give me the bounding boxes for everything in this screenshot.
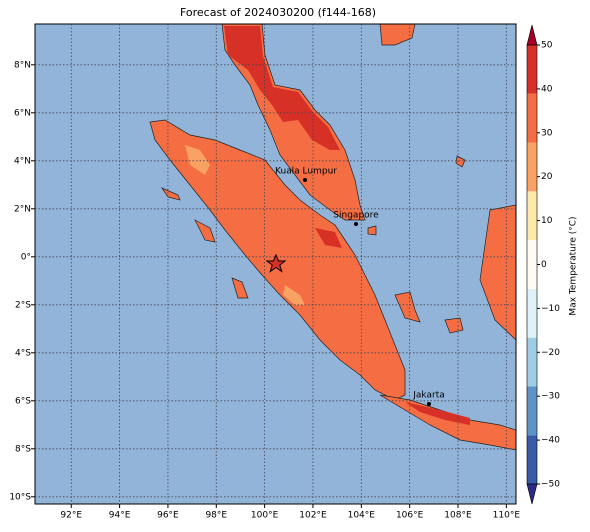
y-tick-label: 2°S <box>15 300 31 310</box>
city-label: Singapore <box>333 211 379 221</box>
y-tick-label: 6°N <box>14 108 31 118</box>
y-tick-label: 0° <box>21 252 31 262</box>
x-tick-label: 104°E <box>348 511 376 521</box>
x-tick-label: 98°E <box>205 511 227 521</box>
map-frame <box>34 23 517 505</box>
colorbar-segment <box>527 386 537 436</box>
x-tick-label: 94°E <box>109 511 131 521</box>
colorbar-segment <box>527 435 537 484</box>
colorbar-segment <box>527 191 537 241</box>
colorbar-tick-label: −50 <box>541 480 560 490</box>
colorbar-segment <box>527 337 537 387</box>
places: Kuala Lumpur Singapore Jakarta <box>265 167 445 406</box>
colorbar-extend-high <box>526 24 538 46</box>
y-tick-label: 4°S <box>15 348 31 358</box>
colorbar-tick-label: 0 <box>541 260 547 270</box>
y-tick-label: 10°S <box>9 492 31 502</box>
title: Forecast of 2024030200 (f144-168) <box>180 6 376 19</box>
city-marker <box>354 222 358 226</box>
star-marker <box>265 253 287 273</box>
city-label: Jakarta <box>412 391 444 401</box>
x-tick-label: 100°E <box>251 511 279 521</box>
colorbar-segment <box>527 288 537 338</box>
colorbar-tick-label: 40 <box>541 84 553 94</box>
colorbar-segment <box>527 45 537 94</box>
city-label: Kuala Lumpur <box>275 167 337 177</box>
colorbar-tick-label: −10 <box>541 304 560 314</box>
colorbar-extend-low <box>526 483 538 505</box>
colorbar-tick-label: 10 <box>541 216 553 226</box>
x-tick-label: 92°E <box>60 511 82 521</box>
colorbar-tick-label: −40 <box>541 436 560 446</box>
colorbar-tick-label: −20 <box>541 348 560 358</box>
colorbar-label: Max Temperature (°C) <box>569 216 579 315</box>
x-tick-label: 108°E <box>444 511 472 521</box>
colorbar-tick-label: 50 <box>541 41 553 51</box>
city-marker <box>303 178 307 182</box>
colorbar-segment <box>527 93 537 143</box>
x-tick-label: 96°E <box>157 511 179 521</box>
y-tick-label: 8°S <box>15 444 31 454</box>
colorbar-tick-label: 30 <box>541 128 553 138</box>
x-tick-label: 102°E <box>299 511 327 521</box>
x-tick-label: 106°E <box>396 511 424 521</box>
city-marker <box>427 402 431 406</box>
y-tick-label: 4°N <box>14 156 31 166</box>
y-tick-label: 2°N <box>14 204 31 214</box>
colorbar-segment <box>527 142 537 192</box>
colorbar-tick-label: 20 <box>541 172 553 182</box>
y-tick-label: 8°N <box>14 60 31 70</box>
y-tick-label: 6°S <box>15 396 31 406</box>
x-tick-label: 110°E <box>493 511 521 521</box>
colorbar-tick-label: −30 <box>541 392 560 402</box>
colorbar-segment <box>527 240 537 289</box>
